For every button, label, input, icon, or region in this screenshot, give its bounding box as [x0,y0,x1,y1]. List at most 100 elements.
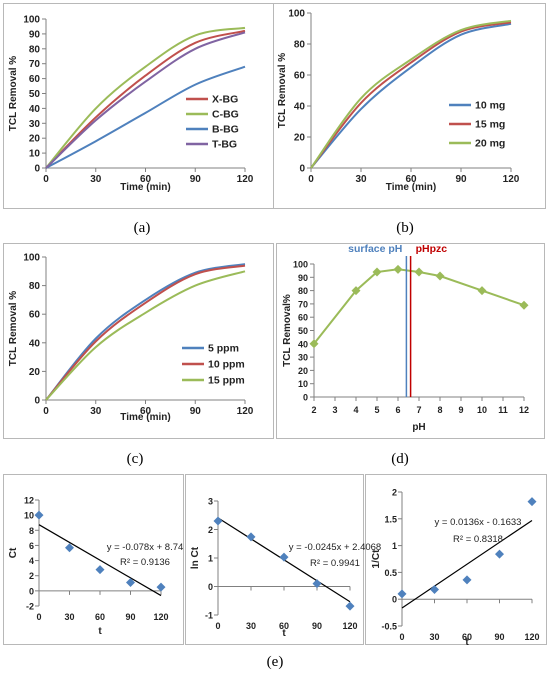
x-axis-label-c: Time (min) [120,412,170,423]
y-tick-label-e1: 10 [24,511,34,521]
y-tick-label-e1: 2 [29,571,34,581]
legend-label-a-3: T-BG [212,139,237,151]
y-tick-label-d: 10 [298,379,308,389]
x-tick-label-b: 60 [405,174,417,185]
y-tick-label-e1: 0 [29,586,34,596]
x-tick-label-d: 10 [477,405,487,415]
y-tick-label-d: 90 [298,273,308,283]
y-tick-label-b: 80 [294,40,306,51]
data-point-e3 [462,575,472,585]
y-tick-label-e2: 0 [208,582,213,592]
y-axis-label-c: TCL Removal % [8,291,19,366]
chart-a: 0 10 20 30 40 50 60 70 80 90 100 0 30 60 90 120 Time (mi… [8,15,254,194]
y-tick-label-b: 0 [299,164,305,175]
y-axis-label-b: TCL Removal % [277,53,288,128]
y-tick-label-d: 20 [298,366,308,376]
legend-label-b-1: 15 mg [475,119,505,131]
y-tick-label-e2: 1 [208,554,213,564]
x-tick-label-d: 12 [519,405,529,415]
x-axis-label-e2: t [282,628,286,639]
data-point-d [372,267,382,277]
legend-label-c-2: 15 ppm [208,375,245,387]
y-tick-label-b: 100 [288,9,305,20]
data-point-d [435,271,445,281]
x-tick-label-d: 4 [353,405,358,415]
chart-d: 0 10 20 30 40 50 60 70 80 90 100 2 3 4 5 6 7 8 9 10 11 12 pH TC… [282,243,529,433]
x-tick-label-e2: 30 [246,621,256,631]
y-axis-label-e3: 1/Ct [371,549,382,569]
y-tick-label-c: 60 [29,310,41,321]
data-point-d [477,286,487,296]
series-line-c-2 [45,270,246,401]
y-tick-label-b: 40 [294,102,306,113]
legend-label-a-1: C-BG [212,109,239,121]
y-tick-label-e3: 1 [392,541,397,551]
data-point-e2 [312,579,322,589]
y-tick-label-d: 70 [298,299,308,309]
x-tick-label-e2: 90 [312,621,322,631]
series-line-a-2 [45,65,246,169]
x-tick-label-e2: 60 [279,621,289,631]
trend-r2-e1: R² = 0.9136 [120,557,170,568]
trendline-e1 [38,524,162,597]
panel-c-frame [3,243,274,439]
y-tick-label-e2: 2 [208,525,213,535]
x-axis-label-b: Time (min) [386,182,436,193]
data-point-e1 [95,565,105,575]
x-tick-label-a: 120 [237,174,254,185]
y-axis-label-e2: ln Ct [190,546,201,569]
caption-c: (c) [127,451,144,467]
series-line-a-0 [45,29,246,169]
caption-e: (e) [267,654,284,670]
x-tick-label-d: 2 [311,405,316,415]
data-point-e3 [495,549,504,559]
x-tick-label-e1: 120 [153,612,168,622]
series-line-a-3 [45,31,246,169]
data-point-e2 [246,532,256,542]
x-axis-label-a: Time (min) [120,182,170,193]
y-axis-label-e1: Ct [8,547,19,558]
x-tick-label-b: 120 [503,174,520,185]
y-tick-label-b: 20 [294,133,306,144]
trend-equation-e3: y = 0.0136x - 0.1633 [435,517,522,528]
y-tick-label-a: 100 [23,15,40,26]
panel-e3-frame [365,474,547,645]
data-point-e1 [65,543,74,553]
data-point-d [414,267,424,277]
x-tick-label-d: 9 [458,405,463,415]
x-axis-label-e1: t [98,626,102,637]
x-tick-label-d: 7 [416,405,421,415]
x-axis-label-d: pH [412,422,425,433]
x-tick-label-c: 60 [140,406,152,417]
legend-label-a-2: B-BG [212,124,239,136]
y-tick-label-a: 60 [29,74,41,85]
y-tick-label-c: 80 [29,281,41,292]
x-tick-label-e3: 30 [429,632,439,642]
y-tick-label-d: 40 [298,339,308,349]
x-tick-label-b: 90 [455,174,467,185]
x-tick-label-e2: 120 [342,621,357,631]
x-tick-label-d: 8 [437,405,442,415]
y-tick-label-e3: 2 [392,488,397,498]
vline-label-0: surface pH [348,243,402,255]
panel-e1-frame [3,474,184,645]
data-point-d [393,264,403,274]
y-tick-label-c: 20 [29,367,41,378]
data-point-e3 [397,589,407,599]
y-tick-label-c: 0 [34,396,40,407]
data-point-d [309,339,319,349]
x-tick-label-e3: 0 [399,632,404,642]
y-tick-label-a: 70 [29,59,41,70]
x-tick-label-d: 11 [498,405,508,415]
x-tick-label-b: 30 [355,174,367,185]
series-line-b-0 [310,22,512,169]
data-point-d [351,286,361,296]
data-point-e1 [34,510,44,520]
series-line-c-1 [45,264,246,401]
y-tick-label-e3: 0.5 [384,568,397,578]
x-tick-label-e3: 90 [494,632,504,642]
y-tick-label-e1: 4 [29,556,34,566]
x-tick-label-a: 60 [140,174,152,185]
data-point-e2 [279,552,289,562]
x-tick-label-e1: 30 [64,612,74,622]
